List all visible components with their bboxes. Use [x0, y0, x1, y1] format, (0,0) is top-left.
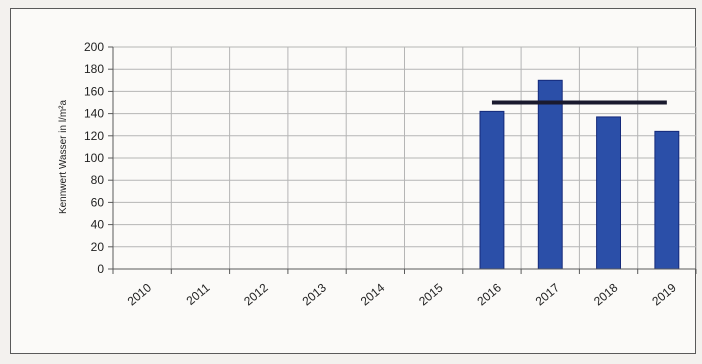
bar-2017	[537, 79, 563, 270]
y-axis-title: Kennwert Wasser in l/m²a	[58, 100, 69, 215]
x-tick-label: 2012	[241, 280, 271, 308]
bar-2018	[596, 116, 622, 270]
y-tick-label: 160	[84, 84, 104, 98]
y-tick-label: 20	[91, 240, 105, 254]
y-tick-label: 100	[84, 151, 104, 165]
axes	[108, 46, 697, 274]
y-tick-label: 40	[91, 218, 105, 232]
x-tick-label: 2016	[474, 280, 504, 308]
y-tick-label: 60	[91, 195, 105, 209]
y-tick-label: 140	[84, 107, 104, 121]
x-tick-label: 2017	[533, 280, 563, 308]
x-tick-label: 2010	[125, 280, 155, 308]
y-tick-label: 0	[97, 262, 104, 276]
y-tick-labels: 0 20 40 60 80 100 120 140 160 180 200	[84, 40, 104, 276]
x-tick-label: 2011	[184, 280, 213, 308]
bars	[479, 79, 680, 270]
y-tick-label: 80	[91, 173, 105, 187]
bar-2019	[654, 130, 680, 270]
x-tick-label: 2019	[649, 280, 679, 308]
y-tick-label: 120	[84, 129, 104, 143]
y-tick-label: 180	[84, 62, 104, 76]
bar-2016	[479, 110, 505, 270]
chart-frame	[10, 8, 696, 354]
x-tick-label: 2018	[591, 280, 621, 308]
x-tick-label: 2013	[300, 280, 330, 308]
x-tick-label: 2015	[416, 280, 446, 308]
x-tick-label: 2014	[358, 280, 388, 308]
y-tick-label: 200	[84, 40, 104, 54]
x-tick-labels: 2010 2011 2012 2013 2014 2015 2016 2017 2018 2019	[125, 280, 679, 308]
